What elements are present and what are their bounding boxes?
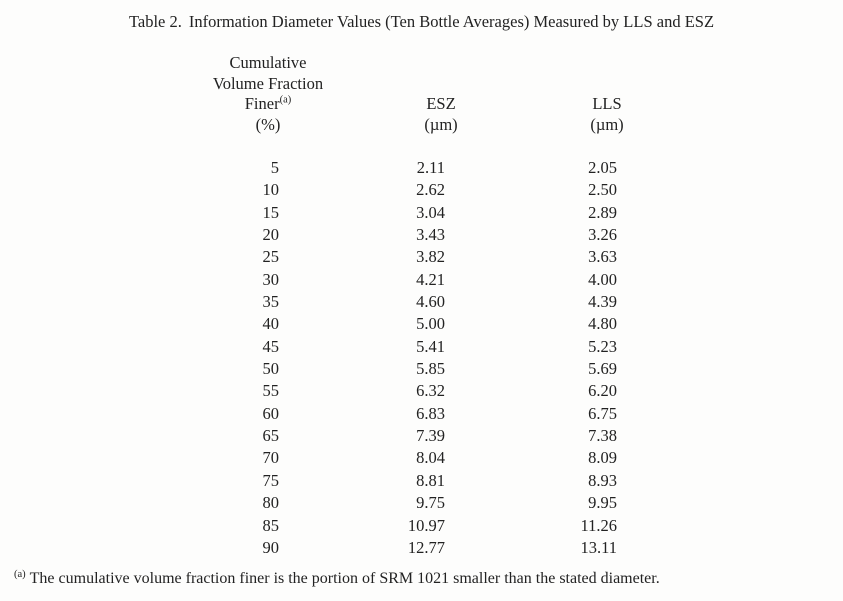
table-header: Cumulative Volume Fraction Finer(a) (%) … (188, 53, 680, 135)
table-title: Table 2. Information Diameter Values (Ten… (0, 12, 843, 32)
cell-esz-value: 5.85 (416, 359, 445, 379)
esz-header-name: ESZ (426, 94, 456, 113)
cell-lls-value: 11.26 (580, 515, 617, 535)
cell-esz-value: 3.04 (416, 202, 445, 222)
cell-esz-value: 8.04 (416, 448, 445, 468)
cell-lls-value: 4.39 (588, 292, 617, 312)
fraction-header-unit: (%) (255, 114, 281, 134)
cell-fraction-percent: 55 (262, 381, 280, 401)
cell-lls-value: 5.69 (588, 359, 617, 379)
cell-fraction-percent: 60 (262, 403, 280, 423)
cell-esz-value: 12.77 (407, 537, 445, 557)
lls-header-unit: (µm) (590, 114, 624, 134)
cell-fraction-percent: 45 (262, 336, 280, 356)
cell-esz-value: 4.60 (416, 292, 445, 312)
table-title-label: Table 2. (128, 12, 182, 31)
fraction-header-line-1: Cumulative (229, 53, 307, 72)
cell-lls-value: 9.95 (588, 493, 617, 513)
cell-fraction-percent: 70 (262, 448, 280, 468)
cell-esz-value: 9.75 (416, 493, 445, 513)
cell-lls-value: 5.23 (588, 336, 617, 356)
cell-lls-value: 7.38 (588, 426, 617, 446)
cell-lls-value: 2.50 (588, 180, 617, 200)
cell-fraction-percent: 40 (262, 314, 280, 334)
cell-esz-value: 3.82 (416, 247, 445, 267)
column-header-fraction: Cumulative Volume Fraction Finer(a) (%) (188, 53, 348, 135)
esz-header-unit: (µm) (424, 114, 458, 134)
cell-fraction-percent: 85 (262, 515, 280, 535)
cell-fraction-percent: 65 (262, 426, 280, 446)
footnote-marker-superscript: (a) (279, 94, 292, 106)
footnote-marker: (a) (14, 568, 26, 580)
table-footnote: (a) The cumulative volume fraction finer … (14, 568, 660, 588)
cell-fraction-percent: 20 (262, 225, 280, 245)
cell-esz-value: 10.97 (407, 515, 445, 535)
cell-esz-value: 6.83 (416, 403, 445, 423)
lls-header-name: LLS (592, 94, 622, 113)
footnote-text: The cumulative volume fraction finer is … (29, 570, 660, 587)
cell-fraction-percent: 10 (262, 180, 280, 200)
cell-lls-value: 2.89 (588, 202, 617, 222)
cell-fraction-percent: 30 (262, 269, 280, 289)
cell-lls-value: 8.93 (588, 470, 617, 490)
cell-fraction-percent: 50 (262, 359, 280, 379)
cell-esz-value: 3.43 (416, 225, 445, 245)
table-rows: 5 2.11 2.05 10 2.62 2.50 15 3.04 2.89 20 3.43 3.26 2… (188, 157, 680, 559)
cell-lls-value: 2.05 (588, 158, 617, 177)
column-header-esz: ESZ (µm) (348, 94, 534, 135)
cell-lls-value: 3.63 (588, 247, 617, 267)
cell-esz-value: 5.41 (416, 336, 445, 356)
cell-fraction-percent: 90 (262, 537, 280, 557)
fraction-header-finer: Finer (244, 94, 280, 113)
cell-fraction-percent: 5 (270, 158, 279, 177)
fraction-header-line-2: Volume Fraction (212, 73, 324, 93)
cell-esz-value: 7.39 (416, 426, 445, 446)
cell-esz-value: 5.00 (416, 314, 445, 334)
cell-esz-value: 2.11 (416, 158, 445, 177)
cell-fraction-percent: 35 (262, 292, 280, 312)
cell-lls-value: 6.20 (588, 381, 617, 401)
cell-esz-value: 6.32 (416, 381, 445, 401)
fraction-header-line-3: Finer(a) (188, 94, 348, 115)
cell-esz-value: 2.62 (416, 180, 445, 200)
table-title-text: Information Diameter Values (Ten Bottle … (188, 12, 715, 31)
cell-esz-value: 4.21 (416, 269, 445, 289)
column-header-lls: LLS (µm) (534, 94, 680, 135)
cell-lls-value: 6.75 (588, 403, 617, 423)
cell-lls-value: 13.11 (580, 537, 617, 557)
cell-lls-value: 4.80 (588, 314, 617, 334)
cell-lls-value: 4.00 (588, 269, 617, 289)
cell-fraction-percent: 15 (262, 202, 280, 222)
cell-fraction-percent: 80 (262, 493, 280, 513)
cell-esz-value: 8.81 (416, 470, 445, 490)
cell-fraction-percent: 75 (262, 470, 280, 490)
cell-lls-value: 8.09 (588, 448, 617, 468)
cell-fraction-percent: 25 (262, 247, 280, 267)
cell-lls-value: 3.26 (588, 225, 617, 245)
